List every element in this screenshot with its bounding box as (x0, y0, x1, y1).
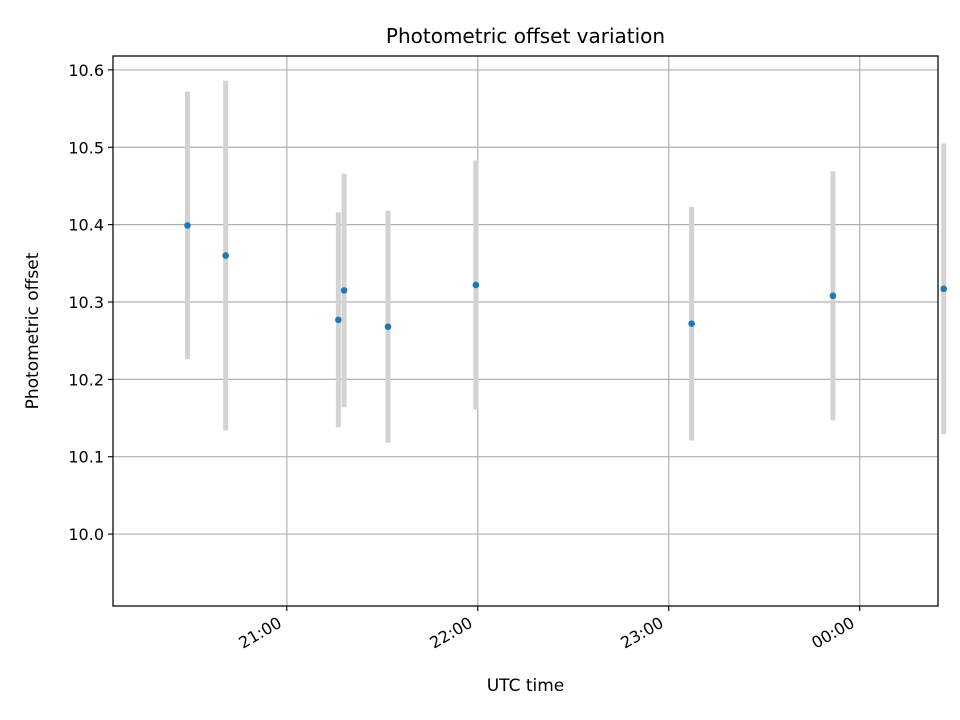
y-tick-label: 10.5 (68, 138, 104, 157)
data-point (184, 222, 191, 229)
plot-area (113, 56, 938, 606)
plot-frame (112, 55, 939, 607)
y-tick-label: 10.0 (68, 525, 104, 544)
data-points (184, 222, 948, 331)
data-point (335, 316, 342, 324)
data-point (384, 323, 392, 331)
data-point (340, 287, 348, 294)
data-point (688, 320, 695, 327)
y-tick-label: 10.4 (68, 216, 104, 235)
y-tick-label: 10.1 (68, 448, 104, 467)
y-axis-title: Photometric offset (23, 252, 43, 409)
y-axis: 10.0 10.1 10.2 10.3 10.4 10.5 10.6 (68, 61, 113, 544)
data-point (472, 281, 480, 289)
y-tick-label: 10.3 (68, 293, 104, 312)
data-point (222, 252, 229, 259)
y-tick-label: 10.2 (68, 370, 104, 389)
x-axis-title: UTC time (487, 676, 565, 696)
data-point (940, 285, 948, 293)
chart-title: Photometric offset variation (386, 24, 665, 48)
y-tick-label: 10.6 (68, 61, 104, 80)
data-point (829, 292, 837, 300)
